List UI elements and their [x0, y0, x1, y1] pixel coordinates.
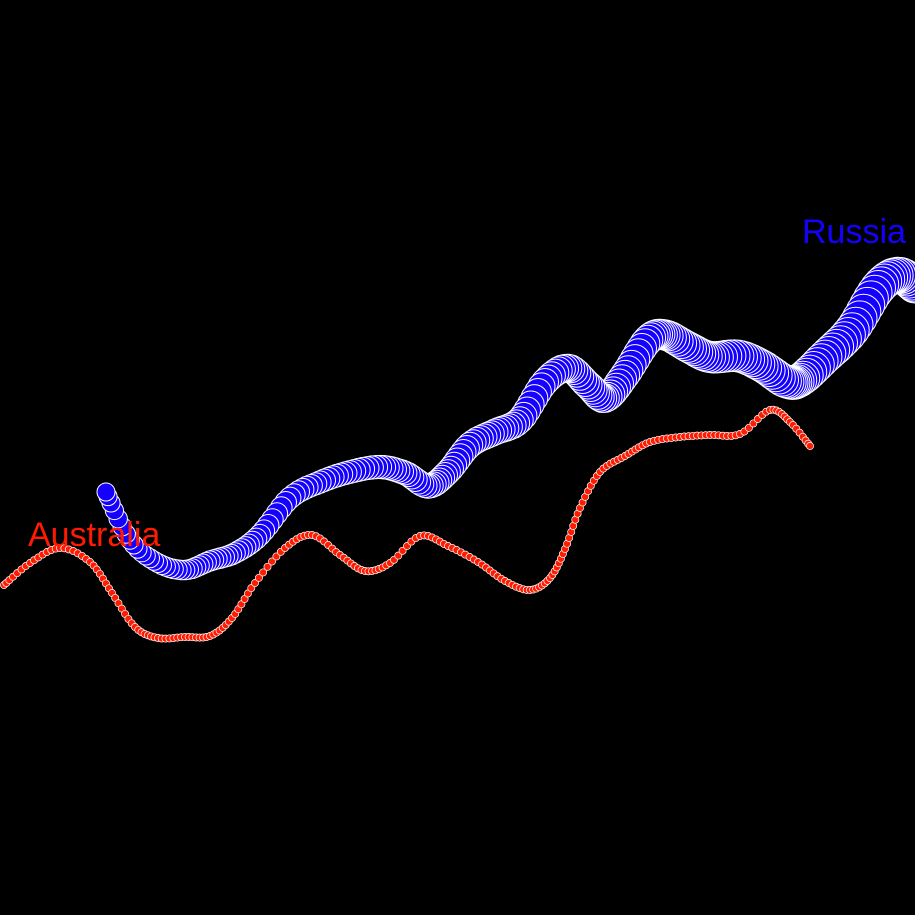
australia-point [806, 442, 814, 450]
series-label-australia: Australia [28, 516, 160, 554]
australia-point [398, 546, 407, 555]
australia-point [259, 568, 268, 577]
series-label-russia: Russia [802, 213, 906, 251]
russia-point [96, 482, 116, 502]
australia-point [268, 557, 276, 566]
australia-point [254, 573, 263, 582]
series-australia [0, 405, 814, 643]
australia-point [263, 562, 272, 571]
series-russia [96, 256, 915, 581]
australia-point [251, 579, 259, 587]
